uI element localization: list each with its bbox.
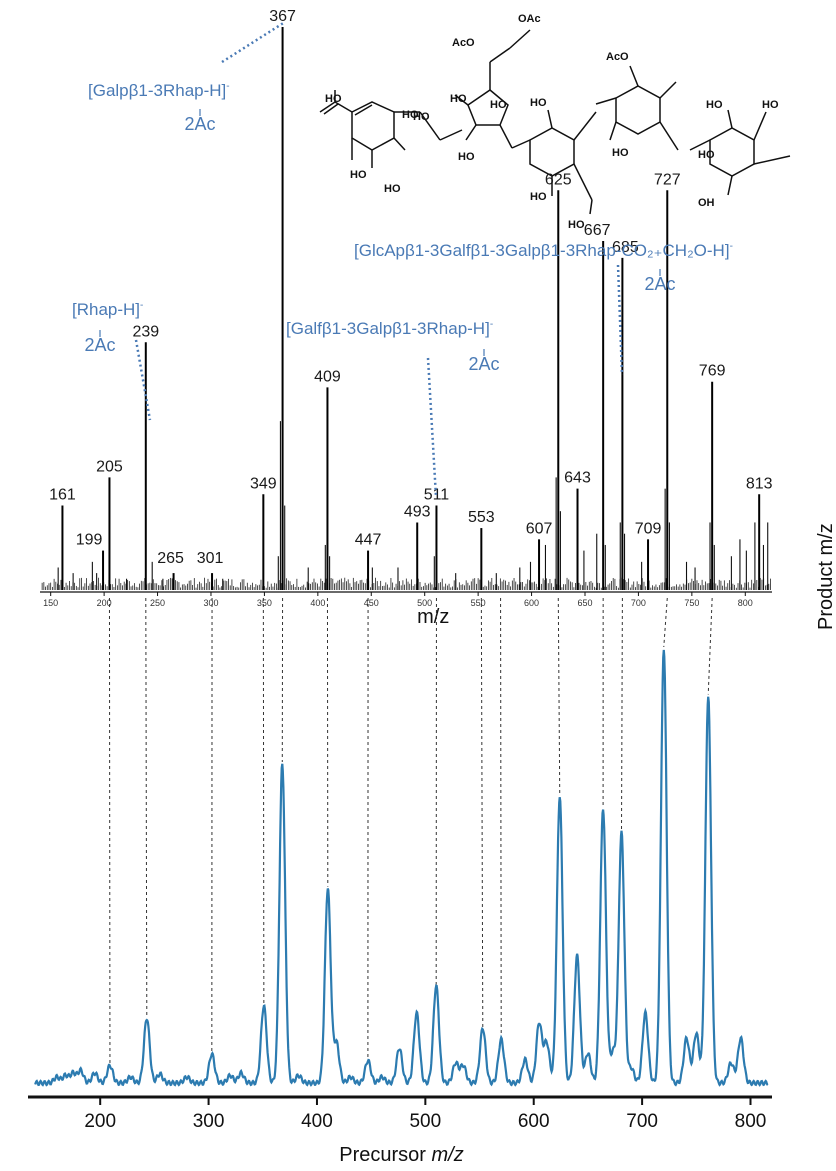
annotation-1-sub: 2Ac (184, 114, 215, 134)
peak-label-769: 769 (699, 363, 726, 380)
top-tick-label: 550 (471, 598, 486, 608)
annotation-2-sub: 2Ac (84, 335, 115, 355)
glycan-structure-drawing (319, 29, 791, 215)
connector-239 (145, 597, 148, 1018)
peak-label-199: 199 (76, 532, 103, 549)
bottom-tick-label: 800 (735, 1111, 767, 1132)
peak-label-813: 813 (746, 475, 773, 492)
structure-label: HO (458, 151, 475, 163)
connector-553 (480, 597, 484, 1028)
structure-label: HO (384, 183, 401, 195)
peak-label-367: 367 (269, 8, 296, 25)
top-tick-label: 300 (203, 598, 218, 608)
peak-label-301: 301 (197, 550, 224, 567)
top-tick-label: 150 (43, 598, 58, 608)
bottom-tick-label: 200 (84, 1111, 116, 1132)
structure-label: HO (490, 99, 507, 111)
connector-349 (262, 597, 265, 1005)
top-tick-label: 450 (364, 598, 379, 608)
product-ion-spectrum: 150 200 250 300 350 400 450 500 550 600 650 700 750 8… (40, 8, 773, 628)
peak-label-409: 409 (314, 368, 341, 385)
structure-label: OH (698, 197, 715, 209)
peak-label-265: 265 (157, 550, 184, 567)
top-tick-label: 350 (257, 598, 272, 608)
peak-label-447: 447 (355, 532, 382, 549)
annotation-1-pointer (221, 20, 286, 64)
peak-label-511: 511 (424, 487, 450, 504)
peak-label-625: 625 (545, 171, 572, 188)
top-tick-label: 700 (631, 598, 646, 608)
annotation-4: [GlcApβ1-3Galfβ1-3Galpβ1-3Rhap-CO₂₊CH₂O-… (354, 241, 733, 260)
peak-label-553: 553 (468, 509, 495, 526)
annotation-2: [Rhap-H]- (72, 300, 143, 319)
peak-label-685: 685 (612, 239, 639, 256)
top-tick-label: 250 (150, 598, 165, 608)
peak-label-607: 607 (526, 520, 553, 537)
annotation-3-sub: 2Ac (468, 354, 499, 374)
precursor-profile-line (34, 649, 769, 1087)
annotation-4-pointer (616, 264, 624, 376)
structure-label: HO (706, 99, 723, 111)
peak-label-161: 161 (49, 487, 76, 504)
structure-label: HO (762, 99, 779, 111)
peak-label-205: 205 (96, 458, 123, 475)
top-tick-label: 650 (577, 598, 592, 608)
bottom-tick-label: 300 (193, 1111, 225, 1132)
top-tick-label: 800 (738, 598, 753, 608)
structure-label: OAc (518, 13, 541, 25)
structure-label: AcO (452, 37, 475, 49)
peak-connector-lines (108, 597, 713, 1065)
peak-label-493: 493 (404, 503, 431, 520)
structure-label: HO (530, 97, 547, 109)
structure-label: HO (698, 149, 715, 161)
bottom-tick-label: 600 (518, 1111, 550, 1132)
peak-label-667: 667 (584, 222, 611, 239)
structure-label: HO (350, 169, 367, 181)
structure-label: HO (413, 111, 430, 123)
structure-label: AcO (606, 51, 629, 63)
fragment-annotations: [Galpβ1-3Rhap-H]- 2Ac [Rhap-H]- 2Ac [Galfβ1-… (72, 20, 733, 498)
bottom-tick-label: 700 (626, 1111, 658, 1132)
connector-769 (707, 597, 713, 695)
structure-label: HO (450, 93, 467, 105)
top-x-axis-label: m/z (417, 606, 449, 628)
precursor-profile-plot: 200 300 400 500 600 700 800 Precursor m/z (28, 649, 772, 1166)
structure-label: HO (530, 191, 547, 203)
annotation-1: [Galpβ1-3Rhap-H]- (88, 81, 230, 100)
peak-label-349: 349 (250, 475, 277, 492)
annotation-3-pointer (426, 357, 438, 498)
annotation-4-sub: 2Ac (644, 274, 675, 294)
bottom-tick-label: 400 (301, 1111, 333, 1132)
bottom-tick-label: 500 (409, 1111, 441, 1132)
connector-625 (557, 597, 561, 795)
top-tick-label: 600 (524, 598, 539, 608)
annotation-2-pointer (134, 339, 152, 421)
top-tick-label: 400 (310, 598, 325, 608)
structure-label: HO (325, 93, 342, 105)
structure-label: HO (612, 147, 629, 159)
peak-label-709: 709 (635, 520, 662, 537)
structure-label: HO (568, 219, 585, 231)
connector-685 (621, 597, 623, 832)
top-tick-label: 500 (417, 598, 432, 608)
peak-label-643: 643 (564, 470, 591, 487)
connector-727 (663, 597, 668, 648)
connector-571 (500, 597, 502, 1039)
top-tick-label: 750 (684, 598, 699, 608)
peak-label-727: 727 (654, 171, 681, 188)
top-tick-label: 200 (97, 598, 112, 608)
bottom-x-axis-label: Precursor m/z (339, 1144, 463, 1166)
peak-label-239: 239 (132, 323, 159, 340)
structure-label: HO (402, 109, 419, 121)
annotation-3: [Galfβ1-3Galpβ1-3Rhap-H]- (286, 319, 493, 338)
product-axis-label: Product m/z (815, 523, 836, 630)
